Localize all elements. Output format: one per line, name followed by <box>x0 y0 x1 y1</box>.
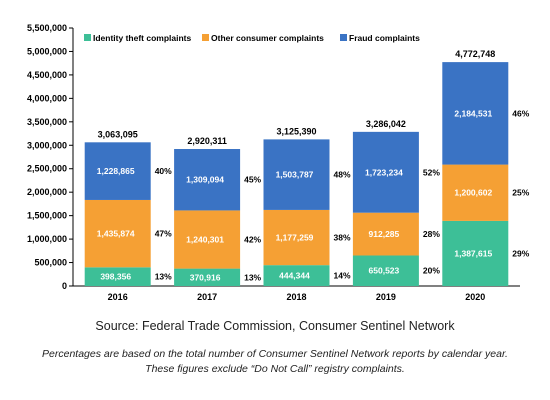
segment-percent-label: 48% <box>334 170 351 180</box>
segment-value-label: 1,309,094 <box>186 175 224 185</box>
segment-percent-label: 45% <box>244 175 261 185</box>
y-tick-label: 1,500,000 <box>27 211 67 221</box>
bar-segment <box>263 209 330 266</box>
segment-value-label: 1,228,865 <box>97 166 135 176</box>
bar-segment <box>442 164 509 221</box>
legend-label: Fraud complaints <box>349 33 420 43</box>
segment-percent-label: 40% <box>155 166 172 176</box>
segment-value-label: 1,435,874 <box>97 229 135 239</box>
y-tick-label: 5,000,000 <box>27 46 67 56</box>
segment-percent-label: 38% <box>334 233 351 243</box>
segment-percent-label: 52% <box>423 167 440 177</box>
segment-value-label: 1,503,787 <box>276 170 314 180</box>
bar-segment <box>84 267 151 286</box>
bar-segment <box>352 131 419 213</box>
x-tick-label: 2018 <box>286 292 306 302</box>
bar-segment <box>84 142 151 200</box>
segment-value-label: 912,285 <box>369 229 400 239</box>
bar-total-label: 4,772,748 <box>455 49 495 59</box>
segment-percent-label: 14% <box>334 271 351 281</box>
bar-segment <box>263 265 330 286</box>
segment-value-label: 444,344 <box>279 271 310 281</box>
y-tick-label: 2,000,000 <box>27 187 67 197</box>
bar-segment <box>442 220 509 286</box>
legend-label: Identity theft complaints <box>93 33 192 43</box>
segment-value-label: 398,356 <box>100 272 131 282</box>
segment-value-label: 370,916 <box>190 272 221 282</box>
segment-value-label: 1,240,301 <box>186 235 224 245</box>
x-tick-label: 2017 <box>197 292 217 302</box>
segment-percent-label: 46% <box>512 108 529 118</box>
y-tick-label: 0 <box>62 281 67 291</box>
y-tick-label: 3,500,000 <box>27 117 67 127</box>
legend-swatch <box>202 34 209 41</box>
bar-segment <box>442 62 509 165</box>
x-tick-label: 2019 <box>376 292 396 302</box>
bar-segment <box>174 268 241 286</box>
y-tick-label: 3,000,000 <box>27 140 67 150</box>
segment-value-label: 2,184,531 <box>454 108 492 118</box>
segment-percent-label: 20% <box>423 266 440 276</box>
segment-percent-label: 25% <box>512 188 529 198</box>
bar-segment <box>263 139 330 210</box>
x-tick-label: 2016 <box>108 292 128 302</box>
y-tick-label: 500,000 <box>34 258 67 268</box>
bar-segment <box>174 210 241 269</box>
segment-percent-label: 13% <box>244 272 261 282</box>
y-tick-label: 1,000,000 <box>27 234 67 244</box>
segment-value-label: 1,200,602 <box>454 188 492 198</box>
legend-label: Other consumer complaints <box>211 33 324 43</box>
footnote-line-2: These figures exclude “Do Not Call” regi… <box>145 363 405 375</box>
segment-value-label: 1,177,259 <box>276 233 314 243</box>
segment-percent-label: 42% <box>244 235 261 245</box>
y-tick-label: 2,500,000 <box>27 164 67 174</box>
legend-swatch <box>84 34 91 41</box>
segment-percent-label: 28% <box>423 229 440 239</box>
bar-segment <box>84 199 151 268</box>
footnote-line-1: Percentages are based on the total numbe… <box>42 348 508 360</box>
segment-percent-label: 29% <box>512 248 529 258</box>
stacked-bar-chart: 0 500,000 1,000,000 1,500,000 2,000,000 2,500… <box>27 23 530 302</box>
segment-value-label: 650,523 <box>369 266 400 276</box>
bar-total-label: 2,920,311 <box>187 136 227 146</box>
segment-percent-label: 47% <box>155 229 172 239</box>
source-caption: Source: Federal Trade Commission, Consum… <box>95 319 455 333</box>
y-tick-label: 5,500,000 <box>27 23 67 33</box>
bar-total-label: 3,125,390 <box>276 126 316 136</box>
bar-segment <box>352 255 419 286</box>
x-tick-label: 2020 <box>465 292 485 302</box>
footnote: Percentages are based on the total numbe… <box>0 347 550 377</box>
bar-segment <box>174 149 241 211</box>
segment-percent-label: 13% <box>155 272 172 282</box>
segment-value-label: 1,723,234 <box>365 167 403 177</box>
bar-segment <box>352 212 419 256</box>
segment-value-label: 1,387,615 <box>454 248 492 258</box>
y-tick-label: 4,500,000 <box>27 70 67 80</box>
y-tick-label: 4,000,000 <box>27 93 67 103</box>
bar-total-label: 3,286,042 <box>366 119 406 129</box>
bar-total-label: 3,063,095 <box>98 129 138 139</box>
legend-swatch <box>340 34 347 41</box>
